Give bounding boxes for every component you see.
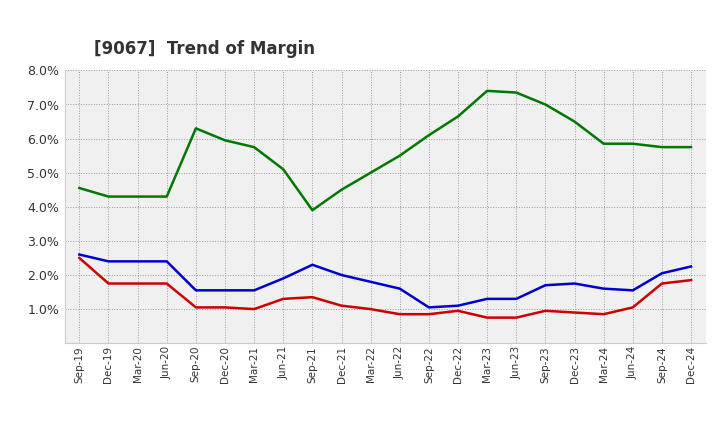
Operating Cashflow [366, 170, 375, 175]
Operating Cashflow [395, 153, 404, 158]
Operating Cashflow [541, 102, 550, 107]
Net Income [337, 303, 346, 308]
Net Income [133, 281, 142, 286]
Operating Cashflow [163, 194, 171, 199]
Net Income [250, 306, 258, 312]
Net Income [75, 255, 84, 260]
Ordinary Income [163, 259, 171, 264]
Ordinary Income [104, 259, 113, 264]
Line: Operating Cashflow: Operating Cashflow [79, 91, 691, 210]
Operating Cashflow [629, 141, 637, 147]
Net Income [512, 315, 521, 320]
Operating Cashflow [133, 194, 142, 199]
Ordinary Income [192, 288, 200, 293]
Ordinary Income [220, 288, 229, 293]
Operating Cashflow [483, 88, 492, 93]
Net Income [425, 312, 433, 317]
Ordinary Income [483, 296, 492, 301]
Ordinary Income [657, 271, 666, 276]
Ordinary Income [512, 296, 521, 301]
Operating Cashflow [220, 138, 229, 143]
Operating Cashflow [657, 144, 666, 150]
Ordinary Income [279, 276, 287, 281]
Net Income [220, 305, 229, 310]
Text: [9067]  Trend of Margin: [9067] Trend of Margin [94, 40, 315, 58]
Net Income [657, 281, 666, 286]
Ordinary Income [308, 262, 317, 268]
Ordinary Income [454, 303, 462, 308]
Net Income [687, 278, 696, 283]
Net Income [483, 315, 492, 320]
Ordinary Income [366, 279, 375, 285]
Operating Cashflow [570, 119, 579, 124]
Net Income [192, 305, 200, 310]
Net Income [308, 294, 317, 300]
Operating Cashflow [308, 208, 317, 213]
Ordinary Income [395, 286, 404, 291]
Line: Net Income: Net Income [79, 258, 691, 318]
Ordinary Income [629, 288, 637, 293]
Operating Cashflow [425, 132, 433, 138]
Operating Cashflow [75, 185, 84, 191]
Ordinary Income [541, 282, 550, 288]
Operating Cashflow [512, 90, 521, 95]
Ordinary Income [337, 272, 346, 278]
Net Income [541, 308, 550, 313]
Operating Cashflow [337, 187, 346, 192]
Ordinary Income [250, 288, 258, 293]
Operating Cashflow [104, 194, 113, 199]
Operating Cashflow [454, 114, 462, 119]
Net Income [599, 312, 608, 317]
Ordinary Income [599, 286, 608, 291]
Ordinary Income [75, 252, 84, 257]
Net Income [104, 281, 113, 286]
Operating Cashflow [599, 141, 608, 147]
Ordinary Income [570, 281, 579, 286]
Operating Cashflow [250, 144, 258, 150]
Operating Cashflow [192, 126, 200, 131]
Operating Cashflow [279, 167, 287, 172]
Net Income [629, 305, 637, 310]
Net Income [279, 296, 287, 301]
Net Income [163, 281, 171, 286]
Ordinary Income [687, 264, 696, 269]
Ordinary Income [133, 259, 142, 264]
Operating Cashflow [687, 144, 696, 150]
Ordinary Income [425, 305, 433, 310]
Net Income [570, 310, 579, 315]
Net Income [366, 306, 375, 312]
Net Income [454, 308, 462, 313]
Line: Ordinary Income: Ordinary Income [79, 254, 691, 308]
Net Income [395, 312, 404, 317]
